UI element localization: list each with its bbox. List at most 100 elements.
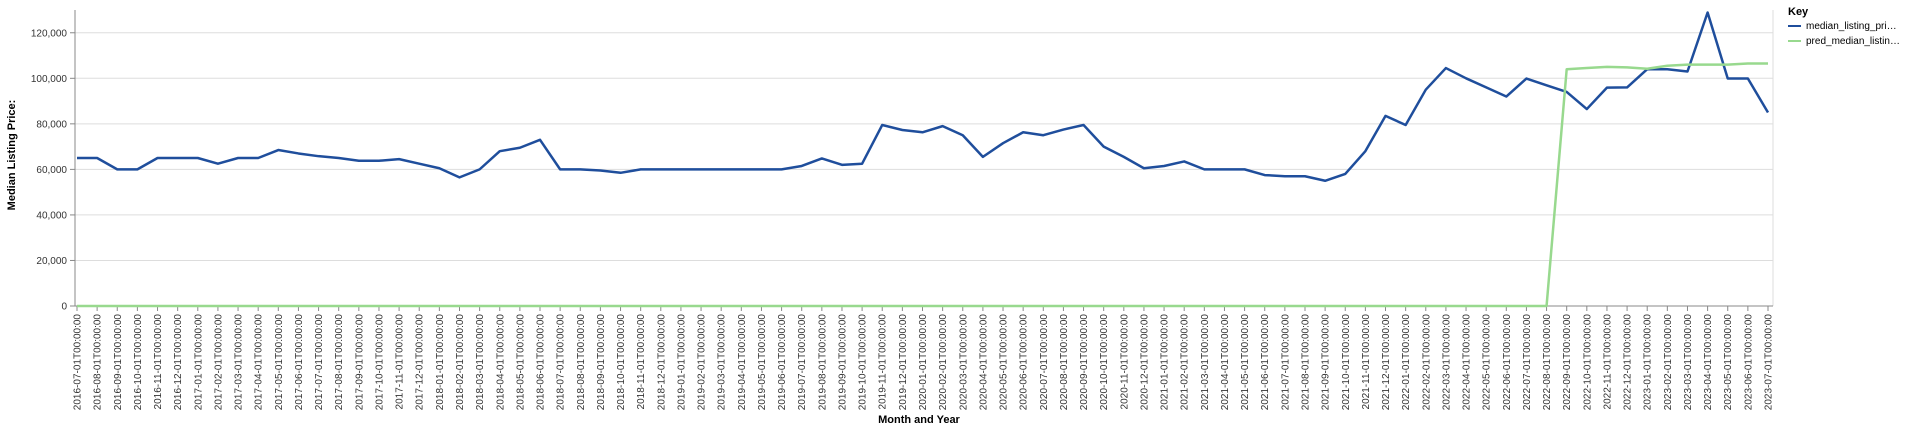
x-tick-label: 2021-06-01T00:00:00 bbox=[1260, 314, 1271, 411]
y-axis: 0 20,000 40,000 60,000 80,000 100,000 120,000 bbox=[31, 10, 76, 313]
x-tick-label: 2018-03-01T00:00:00 bbox=[475, 314, 486, 411]
series-line-0 bbox=[77, 11, 1770, 183]
x-tick-label: 2022-11-01T00:00:00 bbox=[1602, 314, 1613, 410]
x-tick-label: 2021-03-01T00:00:00 bbox=[1200, 314, 1211, 411]
x-tick-label: 2017-08-01T00:00:00 bbox=[334, 314, 345, 411]
x-tick-label: 2020-11-01T00:00:00 bbox=[1119, 314, 1130, 410]
x-tick-label: 2023-02-01T00:00:00 bbox=[1663, 314, 1674, 411]
x-tick-label: 2017-01-01T00:00:00 bbox=[193, 314, 204, 411]
x-tick-label: 2018-08-01T00:00:00 bbox=[576, 314, 587, 411]
x-tick-label: 2017-03-01T00:00:00 bbox=[234, 314, 245, 411]
x-tick-label: 2021-10-01T00:00:00 bbox=[1341, 314, 1352, 411]
x-tick-label: 2022-09-01T00:00:00 bbox=[1562, 314, 1573, 411]
x-tick-label: 2021-04-01T00:00:00 bbox=[1220, 314, 1231, 411]
x-tick-label: 2018-02-01T00:00:00 bbox=[455, 314, 466, 411]
y-tick-label: 40,000 bbox=[36, 210, 67, 221]
y-axis-title: Median Listing Price: bbox=[6, 100, 18, 211]
x-tick-label: 2017-02-01T00:00:00 bbox=[213, 314, 224, 411]
x-tick-label: 2021-12-01T00:00:00 bbox=[1381, 314, 1392, 411]
x-tick-label: 2020-06-01T00:00:00 bbox=[1019, 314, 1030, 411]
x-tick-label: 2019-08-01T00:00:00 bbox=[817, 314, 828, 411]
x-tick-label: 2020-08-01T00:00:00 bbox=[1059, 314, 1070, 411]
x-tick-label: 2023-04-01T00:00:00 bbox=[1703, 314, 1714, 411]
x-tick-label: 2023-01-01T00:00:00 bbox=[1643, 314, 1654, 411]
y-tick-label: 80,000 bbox=[36, 119, 67, 130]
x-tick-label: 2020-07-01T00:00:00 bbox=[1039, 314, 1050, 411]
x-axis-title: Month and Year bbox=[878, 414, 960, 426]
x-tick-label: 2021-01-01T00:00:00 bbox=[1160, 314, 1171, 411]
x-tick-label: 2018-07-01T00:00:00 bbox=[556, 314, 567, 411]
x-tick-label: 2016-12-01T00:00:00 bbox=[173, 314, 184, 411]
x-tick-label: 2022-02-01T00:00:00 bbox=[1421, 314, 1432, 411]
x-tick-label: 2021-11-01T00:00:00 bbox=[1361, 314, 1372, 410]
x-tick-label: 2017-11-01T00:00:00 bbox=[395, 314, 406, 410]
x-tick-label: 2019-04-01T00:00:00 bbox=[737, 314, 748, 411]
x-tick-label: 2021-05-01T00:00:00 bbox=[1240, 314, 1251, 411]
y-tick-label: 60,000 bbox=[36, 165, 67, 176]
x-tick-label: 2023-07-01T00:00:00 bbox=[1764, 314, 1775, 411]
x-tick-label: 2018-01-01T00:00:00 bbox=[435, 314, 446, 411]
y-tick-label: 120,000 bbox=[31, 28, 68, 39]
x-tick-label: 2018-12-01T00:00:00 bbox=[656, 314, 667, 411]
x-tick-label: 2019-11-01T00:00:00 bbox=[878, 314, 889, 410]
x-tick-label: 2022-10-01T00:00:00 bbox=[1582, 314, 1593, 411]
x-tick-label: 2017-12-01T00:00:00 bbox=[415, 314, 426, 411]
x-tick-label: 2021-07-01T00:00:00 bbox=[1280, 314, 1291, 411]
x-tick-label: 2017-06-01T00:00:00 bbox=[294, 314, 305, 411]
series-lines bbox=[76, 11, 1770, 308]
legend: Key median_listing_pri… pred_median_list… bbox=[1788, 6, 1900, 47]
x-tick-label: 2020-01-01T00:00:00 bbox=[918, 314, 929, 411]
y-tick-label: 20,000 bbox=[36, 256, 67, 267]
x-tick-label: 2017-10-01T00:00:00 bbox=[374, 314, 385, 411]
x-tick-label: 2020-10-01T00:00:00 bbox=[1099, 314, 1110, 411]
x-tick-label: 2017-05-01T00:00:00 bbox=[274, 314, 285, 411]
x-tick-label: 2016-08-01T00:00:00 bbox=[93, 314, 104, 411]
x-tick-label: 2016-11-01T00:00:00 bbox=[153, 314, 164, 410]
x-tick-label: 2018-06-01T00:00:00 bbox=[536, 314, 547, 411]
x-tick-label: 2016-07-01T00:00:00 bbox=[73, 314, 84, 411]
x-tick-label: 2019-12-01T00:00:00 bbox=[898, 314, 909, 411]
x-tick-label: 2020-03-01T00:00:00 bbox=[958, 314, 969, 411]
x-tick-label: 2017-04-01T00:00:00 bbox=[254, 314, 265, 411]
x-tick-label: 2016-10-01T00:00:00 bbox=[133, 314, 144, 411]
legend-label-pred-median-listing-price: pred_median_listin… bbox=[1806, 36, 1900, 47]
x-tick-label: 2019-02-01T00:00:00 bbox=[697, 314, 708, 411]
x-tick-label: 2022-01-01T00:00:00 bbox=[1401, 314, 1412, 411]
x-tick-label: 2019-06-01T00:00:00 bbox=[777, 314, 788, 411]
x-tick-label: 2021-09-01T00:00:00 bbox=[1321, 314, 1332, 411]
x-tick-label: 2019-07-01T00:00:00 bbox=[797, 314, 808, 411]
legend-title: Key bbox=[1788, 6, 1809, 18]
x-tick-label: 2019-03-01T00:00:00 bbox=[717, 314, 728, 411]
x-tick-label: 2022-06-01T00:00:00 bbox=[1502, 314, 1513, 411]
x-tick-label: 2022-08-01T00:00:00 bbox=[1542, 314, 1553, 411]
x-tick-label: 2016-09-01T00:00:00 bbox=[113, 314, 124, 411]
x-tick-label: 2022-07-01T00:00:00 bbox=[1522, 314, 1533, 411]
x-tick-label: 2017-09-01T00:00:00 bbox=[354, 314, 365, 411]
x-tick-label: 2020-05-01T00:00:00 bbox=[999, 314, 1010, 411]
x-tick-label: 2022-12-01T00:00:00 bbox=[1623, 314, 1634, 411]
x-tick-label: 2022-03-01T00:00:00 bbox=[1441, 314, 1452, 411]
x-tick-label: 2022-04-01T00:00:00 bbox=[1462, 314, 1473, 411]
series-line-1 bbox=[77, 62, 1768, 308]
x-tick-label: 2019-09-01T00:00:00 bbox=[837, 314, 848, 411]
x-tick-label: 2018-11-01T00:00:00 bbox=[636, 314, 647, 410]
x-tick-label: 2018-09-01T00:00:00 bbox=[596, 314, 607, 411]
x-tick-label: 2018-05-01T00:00:00 bbox=[515, 314, 526, 411]
x-tick-label: 2023-06-01T00:00:00 bbox=[1743, 314, 1754, 411]
x-tick-label: 2018-10-01T00:00:00 bbox=[616, 314, 627, 411]
legend-label-median-listing-price: median_listing_pri… bbox=[1806, 21, 1897, 32]
x-tick-label: 2021-02-01T00:00:00 bbox=[1180, 314, 1191, 411]
y-tick-label: 100,000 bbox=[31, 74, 68, 85]
x-tick-label: 2019-05-01T00:00:00 bbox=[757, 314, 768, 411]
y-tick-label: 0 bbox=[61, 302, 67, 313]
x-tick-label: 2017-07-01T00:00:00 bbox=[314, 314, 325, 411]
x-tick-label: 2019-01-01T00:00:00 bbox=[676, 314, 687, 411]
x-tick-label: 2019-10-01T00:00:00 bbox=[858, 314, 869, 411]
x-tick-label: 2020-09-01T00:00:00 bbox=[1079, 314, 1090, 411]
x-tick-label: 2023-03-01T00:00:00 bbox=[1683, 314, 1694, 411]
x-tick-label: 2018-04-01T00:00:00 bbox=[495, 314, 506, 411]
gridlines bbox=[75, 10, 1774, 307]
x-tick-label: 2020-04-01T00:00:00 bbox=[978, 314, 989, 411]
x-tick-label: 2020-02-01T00:00:00 bbox=[938, 314, 949, 411]
